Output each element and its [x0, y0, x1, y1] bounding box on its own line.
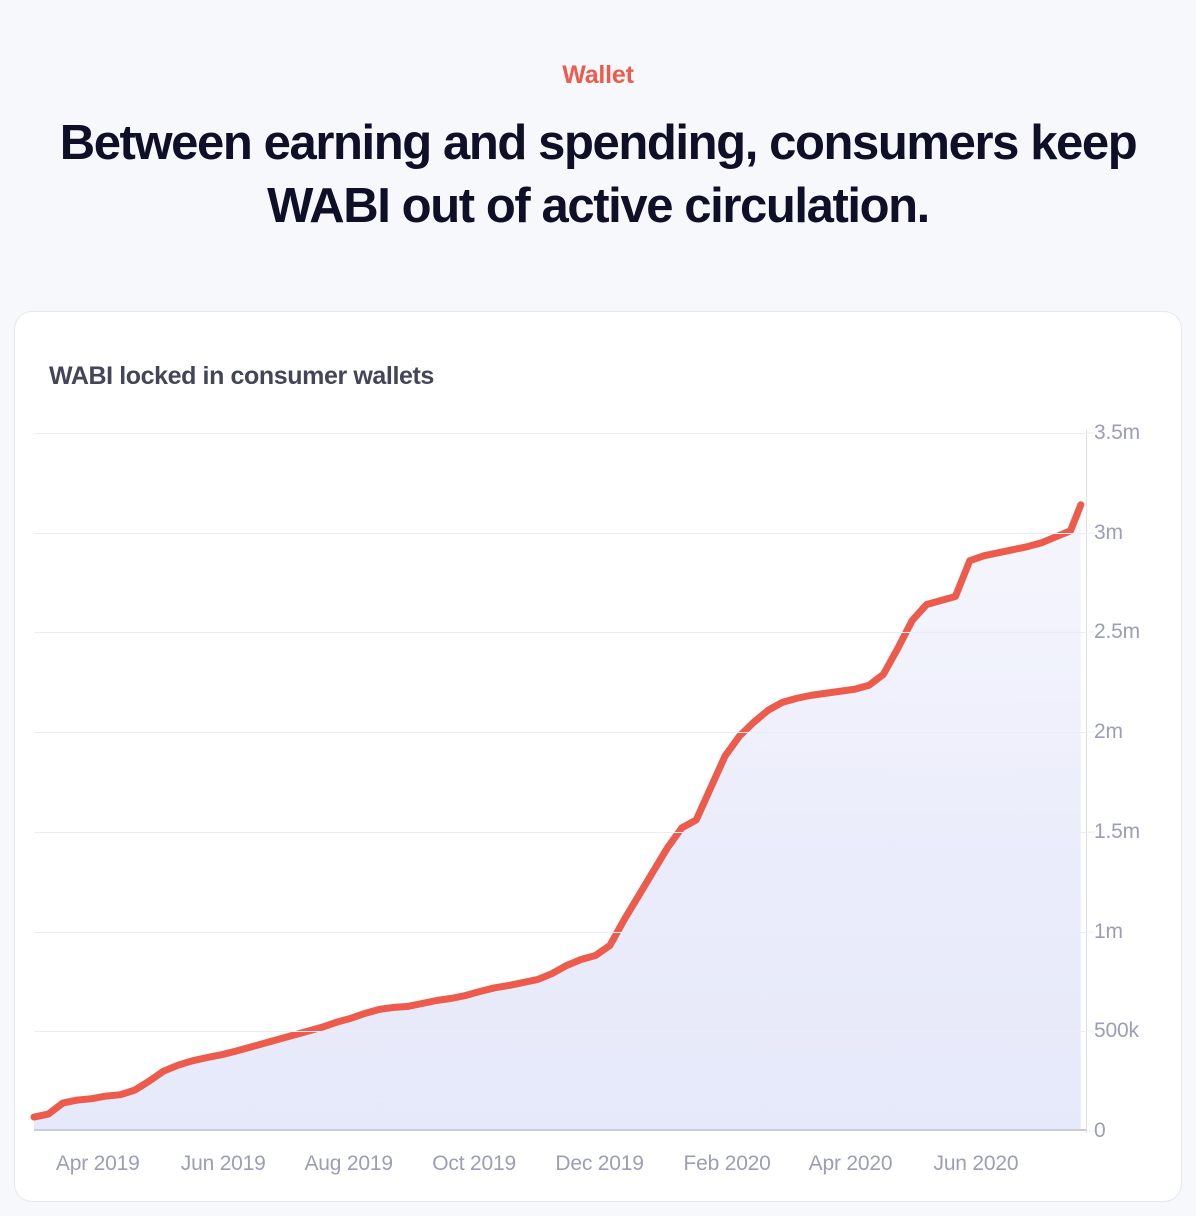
gridline: [34, 532, 1087, 534]
y-axis-tick-label: 2.5m: [1094, 620, 1140, 644]
series-line: [30, 501, 1085, 1121]
gridline: [34, 433, 1087, 434]
section-eyebrow: Wallet: [562, 61, 634, 89]
x-axis-tick-label: Aug 2019: [304, 1152, 393, 1175]
chart-title: WABI locked in consumer wallets: [49, 362, 434, 390]
y-axis-tick-label: 3.5m: [1094, 421, 1140, 444]
x-axis-line: [34, 1129, 1087, 1131]
gridline: [34, 632, 1087, 634]
y-axis-tick-label: 0: [1094, 1119, 1106, 1142]
x-axis-tick-label: Apr 2020: [808, 1152, 893, 1175]
x-axis-tick-label: Jun 2019: [180, 1152, 266, 1175]
gridline: [34, 1031, 1087, 1033]
x-axis-tick-label: Dec 2019: [555, 1152, 644, 1175]
plot-area: 0 500k 1m 1.5m 2m 2.5m 3m 3.5m: [30, 421, 1140, 1142]
y-axis-tick-mark: [1087, 432, 1095, 434]
y-axis-tick-mark: [1087, 1030, 1095, 1032]
area-fill: [34, 504, 1081, 1131]
y-axis-tick-label: 2m: [1094, 720, 1123, 744]
y-axis-tick-mark: [1087, 931, 1095, 933]
y-axis-line: [1086, 430, 1087, 1133]
y-axis-tick-mark: [1087, 1130, 1095, 1132]
x-axis-tick-label: Oct 2019: [432, 1152, 516, 1175]
chart-card: WABI locked in consumer wallets: [14, 311, 1182, 1202]
y-axis-tick-label: 1.5m: [1094, 819, 1140, 843]
y-axis-tick-mark: [1087, 631, 1095, 633]
x-axis-labels: Apr 2019 Jun 2019 Aug 2019 Oct 2019 Dec 2019…: [34, 1152, 1087, 1182]
area-chart: 0 500k 1m 1.5m 2m 2.5m 3m 3.5m Apr 2019 Jun 2019…: [30, 421, 1164, 1182]
x-axis-tick-label: Jun 2020: [933, 1152, 1019, 1175]
series-wabi-locked: [30, 501, 1085, 1131]
y-axis-tick-mark: [1087, 831, 1095, 833]
page-title: Between earning and spending, consumers …: [59, 116, 1138, 233]
page-header: Wallet Between earning and spending, con…: [0, 0, 1196, 237]
gridline: [34, 732, 1087, 734]
y-axis-tick-label: 1m: [1094, 919, 1123, 943]
gridline: [34, 931, 1087, 933]
x-axis-tick-label: Apr 2019: [55, 1152, 140, 1175]
y-axis-tick-mark: [1087, 532, 1095, 534]
x-axis-tick-label: Feb 2020: [683, 1152, 771, 1175]
y-axis-tick-label: 500k: [1094, 1019, 1139, 1043]
gridline: [34, 831, 1087, 833]
y-axis-tick-label: 3m: [1094, 520, 1123, 544]
y-axis-tick-mark: [1087, 731, 1095, 733]
